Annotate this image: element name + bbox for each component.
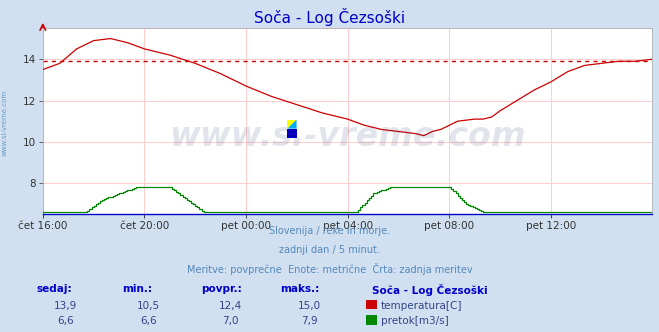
Text: Soča - Log Čezsoški: Soča - Log Čezsoški	[372, 284, 488, 296]
Text: Soča - Log Čezsoški: Soča - Log Čezsoški	[254, 8, 405, 26]
Text: 12,4: 12,4	[219, 301, 243, 311]
Text: www.si-vreme.com: www.si-vreme.com	[2, 90, 8, 156]
Polygon shape	[287, 120, 297, 128]
Text: maks.:: maks.:	[280, 284, 320, 294]
Text: temperatura[C]: temperatura[C]	[381, 301, 463, 311]
Text: 7,9: 7,9	[301, 316, 318, 326]
Text: 15,0: 15,0	[298, 301, 322, 311]
Text: www.si-vreme.com: www.si-vreme.com	[169, 120, 526, 152]
Text: Slovenija / reke in morje.: Slovenija / reke in morje.	[269, 226, 390, 236]
Text: 13,9: 13,9	[54, 301, 78, 311]
Text: 6,6: 6,6	[140, 316, 157, 326]
Polygon shape	[287, 128, 297, 138]
Text: Meritve: povprečne  Enote: metrične  Črta: zadnja meritev: Meritve: povprečne Enote: metrične Črta:…	[186, 263, 473, 275]
Text: sedaj:: sedaj:	[36, 284, 72, 294]
Text: povpr.:: povpr.:	[201, 284, 242, 294]
Text: pretok[m3/s]: pretok[m3/s]	[381, 316, 449, 326]
Text: min.:: min.:	[122, 284, 152, 294]
Text: zadnji dan / 5 minut.: zadnji dan / 5 minut.	[279, 245, 380, 255]
Text: 10,5: 10,5	[136, 301, 160, 311]
Polygon shape	[287, 120, 297, 128]
Text: 7,0: 7,0	[222, 316, 239, 326]
Text: 6,6: 6,6	[57, 316, 74, 326]
